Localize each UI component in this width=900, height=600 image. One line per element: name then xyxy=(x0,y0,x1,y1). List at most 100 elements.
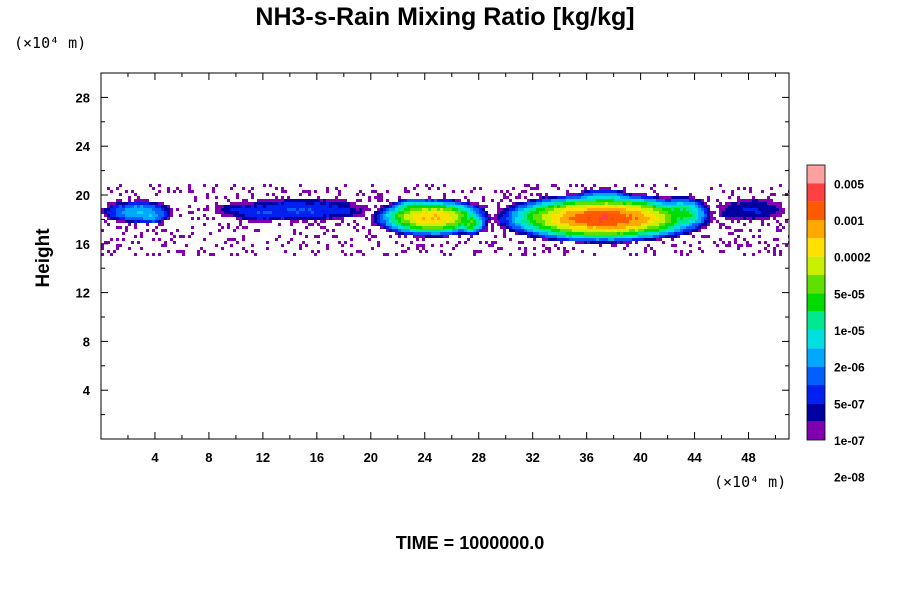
heatmap-cell xyxy=(773,253,776,256)
heatmap-cell xyxy=(167,190,170,193)
heatmap-cell xyxy=(701,202,704,205)
heatmap-cell xyxy=(533,208,536,211)
heatmap-cell xyxy=(689,208,692,211)
heatmap-cell xyxy=(647,211,650,214)
heatmap-cell xyxy=(164,217,167,220)
heatmap-cell xyxy=(599,214,602,217)
heatmap-cell xyxy=(581,214,584,217)
heatmap-cell xyxy=(623,208,626,211)
heatmap-cell xyxy=(476,214,479,217)
heatmap-cell xyxy=(470,235,473,238)
heatmap-cell xyxy=(617,193,620,196)
heatmap-cell xyxy=(686,205,689,208)
heatmap-cell xyxy=(698,217,701,220)
heatmap-cell xyxy=(698,241,701,244)
heatmap-cell xyxy=(737,187,740,190)
heatmap-cell xyxy=(653,211,656,214)
heatmap-cell xyxy=(149,220,152,223)
heatmap-cell xyxy=(110,217,113,220)
heatmap-cell xyxy=(677,196,680,199)
heatmap-cell xyxy=(134,220,137,223)
heatmap-cell xyxy=(680,199,683,202)
heatmap-cell xyxy=(311,208,314,211)
heatmap-cell xyxy=(614,199,617,202)
heatmap-cell xyxy=(533,202,536,205)
heatmap-cell xyxy=(569,217,572,220)
heatmap-cell xyxy=(596,232,599,235)
colorbar-segment xyxy=(807,165,825,184)
heatmap-cell xyxy=(320,214,323,217)
heatmap-cell xyxy=(494,241,497,244)
heatmap-cell xyxy=(299,214,302,217)
heatmap-cell xyxy=(416,232,419,235)
heatmap-cell xyxy=(500,211,503,214)
heatmap-cell xyxy=(413,211,416,214)
heatmap-cell xyxy=(311,205,314,208)
heatmap-cell xyxy=(377,214,380,217)
heatmap-cell xyxy=(662,205,665,208)
heatmap-cell xyxy=(392,223,395,226)
heatmap-cell xyxy=(575,202,578,205)
heatmap-cell xyxy=(140,211,143,214)
heatmap-cell xyxy=(593,196,596,199)
heatmap-cell xyxy=(389,211,392,214)
heatmap-cell xyxy=(182,235,185,238)
heatmap-cell xyxy=(584,202,587,205)
heatmap-cell xyxy=(311,211,314,214)
heatmap-cell xyxy=(572,238,575,241)
heatmap-cell xyxy=(275,238,278,241)
heatmap-cell xyxy=(314,211,317,214)
heatmap-cell xyxy=(521,211,524,214)
heatmap-cell xyxy=(650,223,653,226)
heatmap-cell xyxy=(374,211,377,214)
heatmap-cell xyxy=(377,196,380,199)
heatmap-cell xyxy=(671,223,674,226)
heatmap-cell xyxy=(644,226,647,229)
heatmap-cell xyxy=(425,223,428,226)
heatmap-cell xyxy=(695,205,698,208)
heatmap-cell xyxy=(590,208,593,211)
heatmap-cell xyxy=(302,202,305,205)
heatmap-cell xyxy=(236,253,239,256)
heatmap-cell xyxy=(296,214,299,217)
heatmap-cell xyxy=(650,196,653,199)
colorbar-segment xyxy=(807,201,825,220)
heatmap-cell xyxy=(419,250,422,253)
heatmap-cell xyxy=(659,211,662,214)
heatmap-cell xyxy=(584,217,587,220)
heatmap-cell xyxy=(224,214,227,217)
heatmap-cell xyxy=(467,226,470,229)
heatmap-cell xyxy=(668,223,671,226)
heatmap-cell xyxy=(419,223,422,226)
heatmap-cell xyxy=(683,241,686,244)
heatmap-cell xyxy=(395,202,398,205)
heatmap-cell xyxy=(689,223,692,226)
heatmap-cell xyxy=(614,214,617,217)
heatmap-cell xyxy=(416,193,419,196)
heatmap-cell xyxy=(638,226,641,229)
heatmap-cell xyxy=(407,205,410,208)
heatmap-cell xyxy=(425,202,428,205)
heatmap-cell xyxy=(530,229,533,232)
heatmap-cell xyxy=(245,217,248,220)
heatmap-cell xyxy=(224,211,227,214)
heatmap-cell xyxy=(548,223,551,226)
heatmap-cell xyxy=(164,241,167,244)
heatmap-cell xyxy=(473,253,476,256)
heatmap-cell xyxy=(140,205,143,208)
heatmap-cell xyxy=(557,232,560,235)
heatmap-cell xyxy=(458,235,461,238)
heatmap-cell xyxy=(239,202,242,205)
heatmap-cell xyxy=(761,205,764,208)
heatmap-cell xyxy=(554,202,557,205)
heatmap-cell xyxy=(497,217,500,220)
heatmap-cell xyxy=(635,199,638,202)
heatmap-cell xyxy=(557,199,560,202)
heatmap-cell xyxy=(407,247,410,250)
heatmap-cell xyxy=(410,241,413,244)
heatmap-cell xyxy=(614,202,617,205)
heatmap-cell xyxy=(659,214,662,217)
heatmap-cell xyxy=(650,205,653,208)
heatmap-cell xyxy=(737,220,740,223)
heatmap-cell xyxy=(464,208,467,211)
